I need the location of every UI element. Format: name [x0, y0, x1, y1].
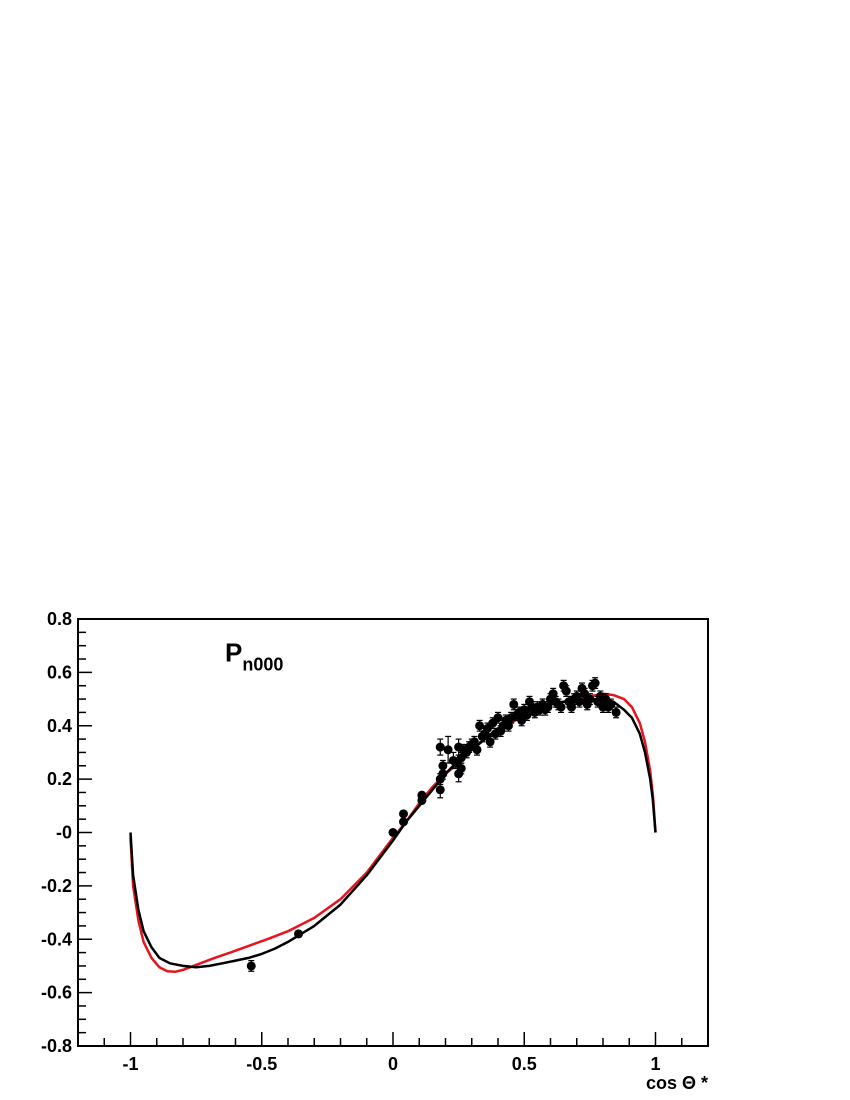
y-tick-label: -0: [56, 823, 72, 843]
data-point: [611, 707, 621, 717]
data-point: [472, 745, 482, 755]
x-tick-label: 0.5: [512, 1054, 537, 1074]
data-point: [435, 742, 445, 752]
data-point: [561, 686, 571, 696]
y-tick-label: 0.6: [47, 662, 72, 682]
data-point: [456, 763, 466, 773]
data-point: [435, 785, 445, 795]
x-tick-label: 0: [388, 1054, 398, 1074]
data-point: [399, 809, 408, 819]
x-axis: -1 -0.5 0 0.5 1: [77, 1032, 709, 1074]
y-tick-label: 0.4: [47, 716, 72, 736]
y-tick-label: 0.2: [47, 769, 72, 789]
plot-annotation: Pn000: [225, 638, 283, 675]
x-tick-label: -0.5: [246, 1054, 277, 1074]
data-point: [246, 961, 256, 971]
annotation-main: P: [225, 638, 242, 668]
data-point: [438, 769, 448, 779]
y-axis: -0.8 -0.6 -0.4 -0.2 -0 0.2 0.4 0.6 0.8: [41, 609, 92, 1056]
data-point: [399, 817, 408, 827]
y-tick-label: 0.8: [47, 609, 72, 629]
y-tick-label: -0.8: [41, 1036, 72, 1056]
x-tick-label: -1: [122, 1054, 138, 1074]
y-tick-label: -0.6: [41, 983, 72, 1003]
x-tick-label: 1: [650, 1054, 660, 1074]
annotation-subscript: n000: [242, 655, 283, 675]
x-axis-title: cos Θ *: [646, 1073, 708, 1093]
data-point: [294, 929, 303, 939]
y-tick-label: -0.4: [41, 929, 72, 949]
data-point: [388, 828, 398, 837]
y-tick-label: -0.2: [41, 876, 72, 896]
data-point: [417, 790, 427, 800]
data-point: [585, 694, 595, 704]
data-points-layer: [246, 677, 621, 972]
data-point: [556, 702, 566, 712]
data-point: [590, 678, 600, 688]
